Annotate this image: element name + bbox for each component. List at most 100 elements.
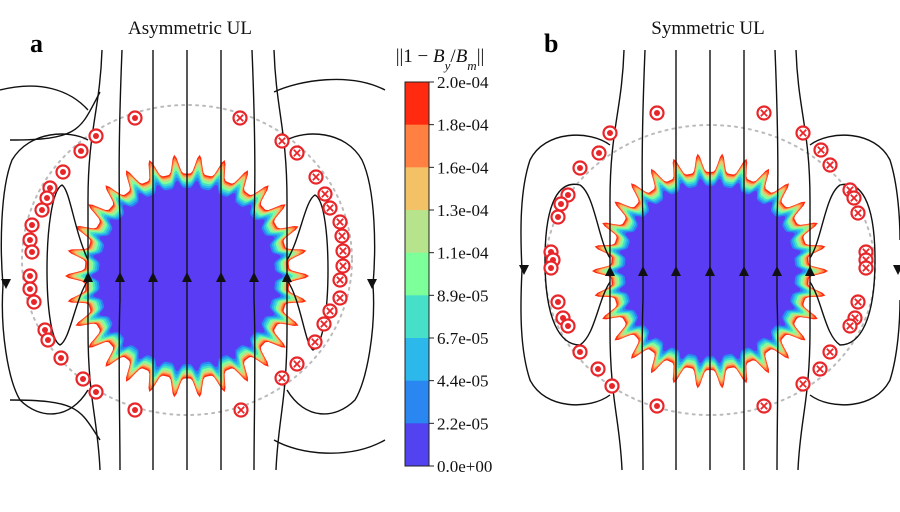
coil-in-icon [308,169,324,185]
panel-a-field-lines [0,49,386,471]
colorbar-band [405,423,429,467]
coil-out-icon [55,164,71,180]
colorbar-title: ||1 − By/Bm|| [396,46,485,73]
coil-out-icon [604,378,620,394]
coil-in-icon [232,110,248,126]
coil-out-icon [22,281,38,297]
field-arrow [182,272,192,282]
colorbar-tick-label: 8.9e-05 [437,286,488,305]
colorbar-band [405,167,429,211]
colorbar-band [405,338,429,382]
field-line [774,49,779,471]
coil-out-icon [22,268,38,284]
coil-in-icon [274,370,290,386]
colorbar-band [405,295,429,339]
coil-in-icon [332,272,348,288]
coil-out-icon [26,294,42,310]
coil-in-icon [289,145,305,161]
field-line [0,85,89,111]
field-line [9,91,101,441]
colorbar-band [405,210,429,254]
coil-in-icon [822,157,838,173]
coil-in-icon [850,205,866,221]
panel-b-arrows [519,265,900,276]
panel-a-coils [22,110,351,418]
coil-in-icon [756,398,772,414]
coil-out-icon [560,318,576,334]
coil-in-icon [316,316,332,332]
field-arrow [739,266,749,276]
field-arrow [638,266,648,276]
coil-in-icon [322,303,338,319]
colorbar-tick-label: 6.7e-05 [437,329,488,348]
colorbar-band [405,124,429,168]
field-arrow [115,272,125,282]
field-line [544,183,611,346]
field-line [286,194,329,351]
colorbar-tick-label: 1.8e-04 [437,116,489,135]
coil-out-icon [590,361,606,377]
coil-in-icon [795,376,811,392]
colorbar-tick-label: 2.2e-05 [437,414,488,433]
field-arrow [367,279,377,289]
panel-b-coils [543,105,874,414]
field-line [273,49,288,471]
panel-b: b Symmetric UL [519,18,900,471]
colorbar-tick-label: 0.0e+00 [437,457,492,476]
coil-out-icon [75,371,91,387]
field-line [809,183,876,346]
coil-out-icon [88,128,104,144]
coil-out-icon [602,125,618,141]
coil-out-icon [572,344,588,360]
coil-out-icon [550,294,566,310]
coil-out-icon [553,196,569,212]
coil-out-icon [649,398,665,414]
field-arrow [282,272,292,282]
panel-a-arrows [1,272,377,289]
field-arrow [249,272,259,282]
field-arrow [805,266,815,276]
field-line [273,439,386,454]
coil-in-icon [812,361,828,377]
coil-in-icon [332,290,348,306]
field-line [809,299,900,406]
coil-out-icon [127,402,143,418]
coil-out-icon [24,217,40,233]
colorbar: ||1 − By/Bm|| 2.0e-04 1.8e-04 1.6e-04 1.3e-… [396,46,493,476]
colorbar-ticks: 2.0e-04 1.8e-04 1.6e-04 1.3e-04 1.1e-04 8.9e-… [429,73,492,476]
coil-in-icon [858,260,874,276]
panel-b-letter: b [544,29,558,58]
coil-in-icon [289,356,305,372]
field-arrow [519,265,529,275]
coil-in-icon [822,344,838,360]
coil-in-icon [307,334,323,350]
coil-out-icon [127,110,143,126]
coil-out-icon [550,209,566,225]
coil-in-icon [335,258,351,274]
colorbar-bands [405,82,429,467]
colorbar-band [405,380,429,424]
coil-in-icon [813,142,829,158]
field-arrow [772,266,782,276]
field-line [641,49,646,471]
field-arrow [893,265,900,275]
panel-b-field-lines [520,49,900,471]
field-line [118,49,123,471]
field-line [0,133,89,415]
field-line [273,78,386,93]
coil-out-icon [53,350,69,366]
coil-out-icon [649,105,665,121]
colorbar-frame [404,81,430,467]
coil-in-icon [850,294,866,310]
field-line [46,184,89,346]
colorbar-band [405,252,429,296]
coil-in-icon [322,200,338,216]
field-arrow [216,272,226,282]
coil-in-icon [317,186,333,202]
coil-out-icon [24,244,40,260]
field-arrow [671,266,681,276]
colorbar-tick-label: 2.0e-04 [437,73,489,92]
panel-a-title: Asymmetric UL [128,18,252,39]
coil-in-icon [233,402,249,418]
